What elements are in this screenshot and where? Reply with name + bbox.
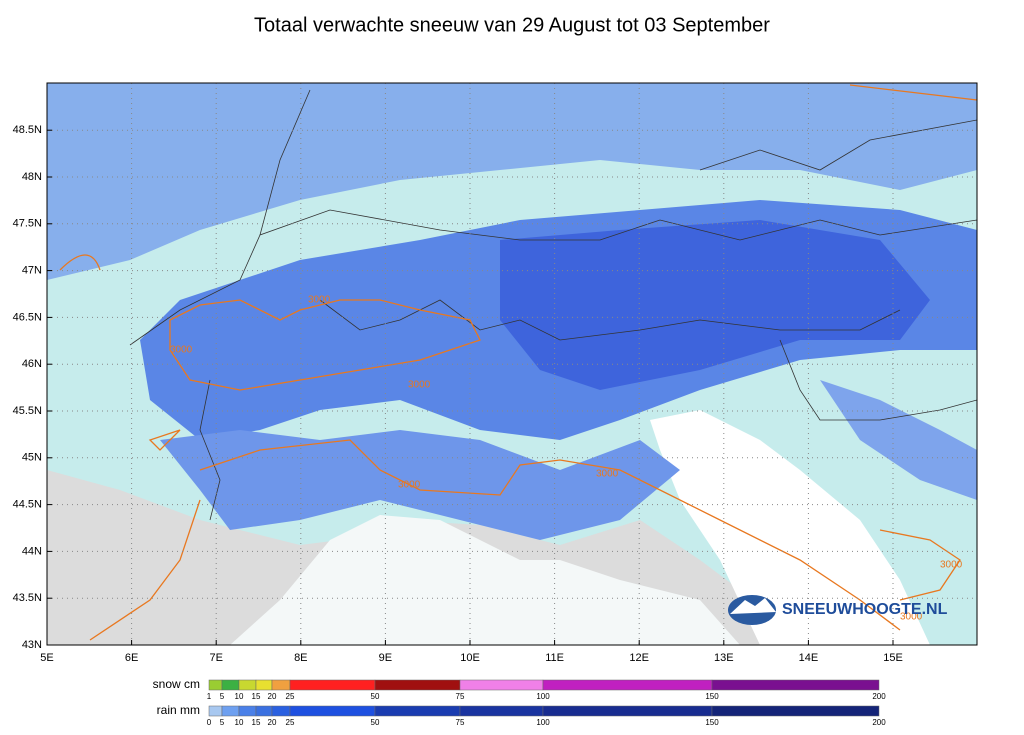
legend-swatch [459, 679, 544, 691]
lon-label: 13E [714, 652, 734, 664]
lat-label: 44N [22, 545, 42, 557]
legend-swatch [459, 705, 544, 717]
legend-swatch [255, 679, 273, 691]
legend-swatch [289, 705, 376, 717]
legend-tick: 1 [207, 692, 212, 701]
lon-label: 11E [545, 652, 564, 664]
lat-label: 48N [22, 171, 42, 183]
legend-tick: 150 [705, 718, 719, 727]
lat-label: 47N [22, 265, 42, 277]
legend-tick: 5 [220, 718, 225, 727]
lat-label: 43.5N [13, 592, 42, 604]
lat-label: 44.5N [13, 499, 42, 511]
map: 3000 3000 3000 3000 3000 3000 3000 SNEEUWHOOGT… [47, 83, 977, 645]
legend-swatch [542, 705, 713, 717]
legend-tick: 0 [207, 718, 212, 727]
contour-label: 3000 [940, 560, 963, 571]
lat-label: 45N [22, 452, 42, 464]
legend-tick: 200 [872, 692, 886, 701]
legend-swatch [208, 679, 223, 691]
lat-label: 46N [22, 358, 42, 370]
legend-tick: 100 [536, 692, 550, 701]
lat-label: 43N [22, 639, 42, 651]
lon-label: 7E [209, 652, 222, 664]
legend-swatch [208, 705, 223, 717]
legend-label: snow cm [153, 677, 200, 691]
legend-swatch [271, 679, 291, 691]
legend-tick: 20 [268, 718, 277, 727]
legend-swatch [271, 705, 291, 717]
legend-swatch [289, 679, 376, 691]
legend-tick: 5 [220, 692, 225, 701]
lat-label: 46.5N [13, 311, 42, 323]
lat-label: 45.5N [13, 405, 42, 417]
legend-tick: 15 [252, 692, 261, 701]
legend-swatch [221, 705, 240, 717]
legend-label: rain mm [157, 703, 200, 717]
legend-swatch [374, 705, 461, 717]
legend-swatch [221, 679, 240, 691]
logo: SNEEUWHOOGTE.NL [728, 595, 948, 625]
title: Totaal verwachte sneeuw van 29 August to… [254, 14, 770, 36]
contour-label: 3000 [596, 469, 619, 480]
contour-label: 3000 [308, 295, 331, 306]
legend-swatch [374, 679, 461, 691]
legend-tick: 25 [286, 718, 295, 727]
legend-swatch [711, 705, 880, 717]
lat-label: 47.5N [13, 218, 42, 230]
legend-tick: 150 [705, 692, 719, 701]
legend-swatch [255, 705, 273, 717]
lat-label: 48.5N [13, 124, 42, 136]
lon-label: 9E [379, 652, 392, 664]
legend-swatch [238, 705, 257, 717]
lon-label: 15E [883, 652, 903, 664]
legend-swatch [711, 679, 880, 691]
legend-tick: 10 [235, 718, 244, 727]
legend-tick: 15 [252, 718, 261, 727]
legend-swatch [238, 679, 257, 691]
legend-tick: 25 [286, 692, 295, 701]
lon-label: 5E [40, 652, 53, 664]
lon-label: 12E [629, 652, 649, 664]
logo-text: SNEEUWHOOGTE.NL [782, 601, 948, 618]
legend-tick: 200 [872, 718, 886, 727]
contour-label: 3000 [408, 380, 431, 391]
legend-tick: 10 [235, 692, 244, 701]
legend-tick: 50 [371, 718, 380, 727]
legend-tick: 75 [456, 718, 465, 727]
grid [47, 83, 977, 645]
contour-label: 3000 [398, 480, 421, 491]
legend-tick: 50 [371, 692, 380, 701]
lon-label: 14E [799, 652, 819, 664]
legend-tick: 75 [456, 692, 465, 701]
lon-label: 10E [460, 652, 480, 664]
legend-tick: 100 [536, 718, 550, 727]
lon-label: 6E [125, 652, 138, 664]
contour-label: 3000 [170, 345, 193, 356]
legend-swatch [542, 679, 713, 691]
contour-label: 3000 [900, 612, 923, 623]
legend-tick: 20 [268, 692, 277, 701]
lon-label: 8E [294, 652, 307, 664]
